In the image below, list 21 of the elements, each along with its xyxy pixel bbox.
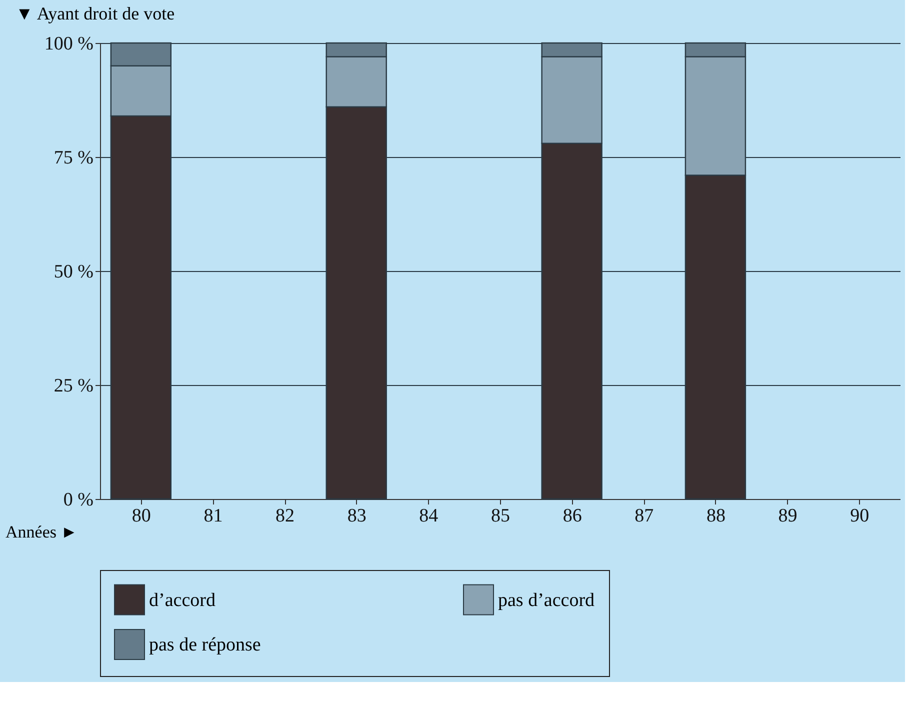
y-tick-label: 50 % bbox=[54, 262, 94, 282]
x-tick-label: 83 bbox=[347, 506, 366, 526]
x-tick-label: 89 bbox=[778, 506, 798, 526]
legend-label: pas de réponse bbox=[149, 634, 261, 656]
legend-label: pas d’accord bbox=[498, 590, 596, 611]
x-tick-label: 88 bbox=[706, 506, 726, 526]
x-tick-label: 86 bbox=[562, 506, 582, 526]
y-tick-label: 0 % bbox=[63, 490, 94, 510]
x-tick-label: 85 bbox=[491, 506, 510, 526]
x-tick-label: 80 bbox=[132, 506, 151, 526]
y-tick-label: 25 % bbox=[54, 376, 94, 396]
y-tick-label: 100 % bbox=[44, 34, 94, 54]
legend-label: d’accord bbox=[149, 590, 216, 611]
x-axis-title: Années ► bbox=[6, 522, 78, 542]
y-tick-label: 75 % bbox=[54, 148, 94, 168]
y-axis-title: ▼ Ayant droit de vote bbox=[16, 4, 175, 24]
x-tick-label: 90 bbox=[850, 506, 870, 526]
x-tick-label: 82 bbox=[276, 506, 295, 526]
x-tick-label: 87 bbox=[634, 506, 654, 526]
x-tick-label: 81 bbox=[204, 506, 223, 526]
x-tick-label: 84 bbox=[419, 506, 439, 526]
